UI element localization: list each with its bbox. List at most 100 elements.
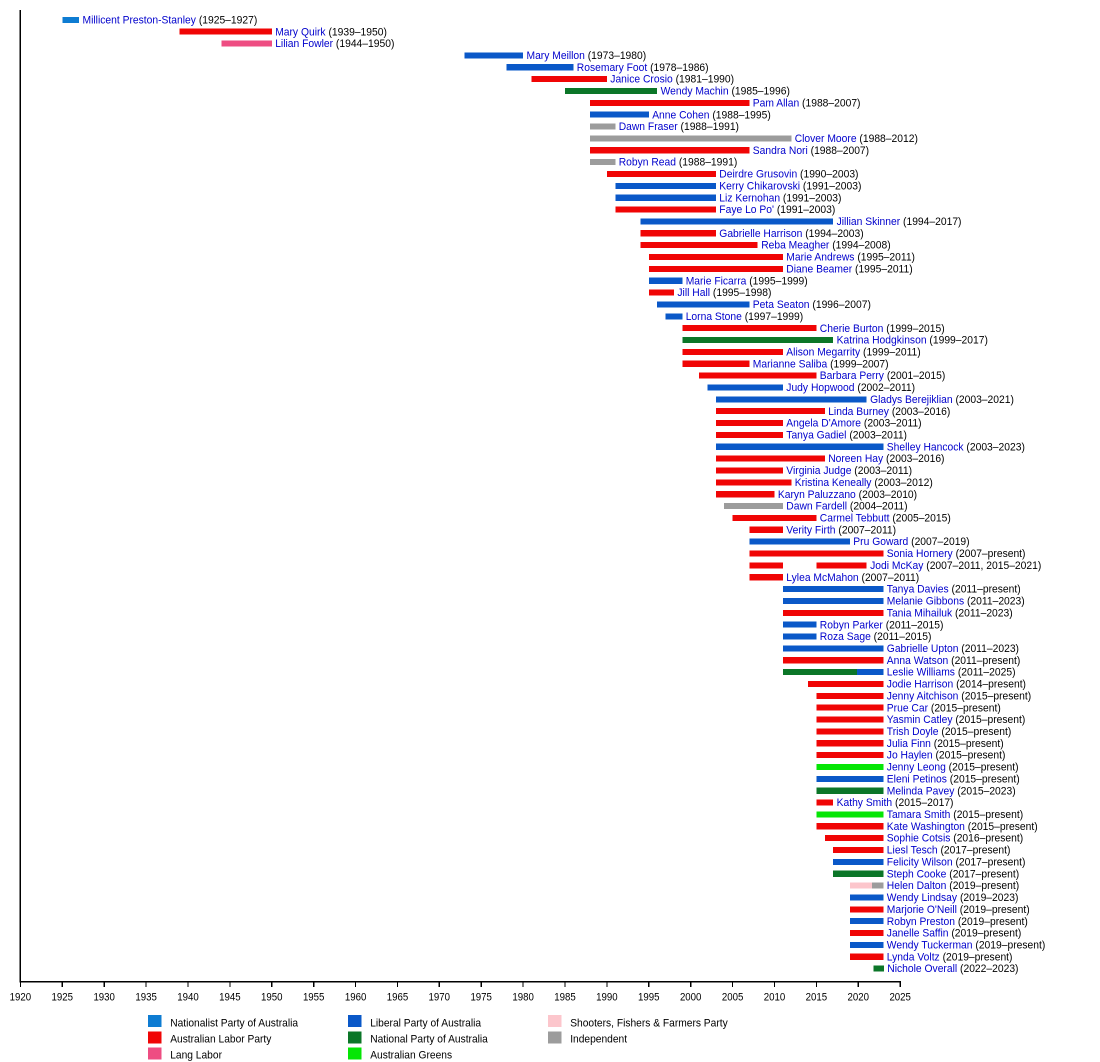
svg-text:Lilian Fowler (1944–1950): Lilian Fowler (1944–1950) [275, 38, 394, 50]
svg-text:2000: 2000 [680, 992, 702, 1004]
svg-text:Carmel Tebbutt (2005–2015): Carmel Tebbutt (2005–2015) [820, 513, 951, 525]
svg-text:Karyn Paluzzano (2003–2010): Karyn Paluzzano (2003–2010) [778, 489, 917, 501]
svg-text:Tamara Smith (2015–present): Tamara Smith (2015–present) [887, 809, 1023, 821]
svg-text:Millicent Preston-Stanley (192: Millicent Preston-Stanley (1925–1927) [83, 14, 258, 26]
svg-text:Jill Hall (1995–1998): Jill Hall (1995–1998) [677, 287, 771, 299]
svg-text:Angela D'Amore (2003–2011): Angela D'Amore (2003–2011) [786, 418, 921, 430]
svg-text:Pru Goward (2007–2019): Pru Goward (2007–2019) [853, 536, 969, 548]
svg-text:Kristina Keneally (2003–2012): Kristina Keneally (2003–2012) [795, 477, 933, 489]
svg-text:Wendy Lindsay (2019–2023): Wendy Lindsay (2019–2023) [887, 892, 1019, 904]
svg-text:Reba Meagher (1994–2008): Reba Meagher (1994–2008) [761, 240, 891, 252]
svg-text:Roza Sage (2011–2015): Roza Sage (2011–2015) [820, 631, 932, 643]
svg-text:Peta Seaton (1996–2007): Peta Seaton (1996–2007) [753, 299, 871, 311]
svg-text:Noreen Hay (2003–2016): Noreen Hay (2003–2016) [828, 453, 944, 465]
svg-text:1960: 1960 [345, 992, 367, 1004]
svg-text:Mary Quirk (1939–1950): Mary Quirk (1939–1950) [275, 26, 387, 38]
svg-text:1990: 1990 [596, 992, 618, 1004]
svg-text:1975: 1975 [470, 992, 492, 1004]
svg-text:2010: 2010 [764, 992, 786, 1004]
svg-text:Janice Crosio (1981–1990): Janice Crosio (1981–1990) [610, 74, 734, 86]
svg-text:Leslie Williams (2011–2025): Leslie Williams (2011–2025) [887, 667, 1016, 679]
svg-text:Eleni Petinos (2015–present): Eleni Petinos (2015–present) [887, 773, 1020, 785]
svg-text:Prue Car (2015–present): Prue Car (2015–present) [887, 702, 1001, 714]
svg-text:Anne Cohen (1988–1995): Anne Cohen (1988–1995) [652, 109, 771, 121]
svg-text:Janelle Saffin (2019–present): Janelle Saffin (2019–present) [887, 928, 1022, 940]
svg-text:Rosemary Foot (1978–1986): Rosemary Foot (1978–1986) [577, 62, 709, 74]
svg-text:Helen Dalton (2019–present): Helen Dalton (2019–present) [887, 880, 1019, 892]
svg-text:1965: 1965 [387, 992, 409, 1004]
svg-text:Virginia Judge (2003–2011): Virginia Judge (2003–2011) [786, 465, 912, 477]
svg-text:Judy Hopwood (2002–2011): Judy Hopwood (2002–2011) [786, 382, 915, 394]
svg-text:Clover Moore (1988–2012): Clover Moore (1988–2012) [795, 133, 918, 145]
svg-text:2020: 2020 [848, 992, 870, 1004]
svg-text:1970: 1970 [429, 992, 451, 1004]
svg-text:Pam Allan (1988–2007): Pam Allan (1988–2007) [753, 97, 861, 109]
svg-text:1945: 1945 [219, 992, 241, 1004]
svg-text:1950: 1950 [261, 992, 283, 1004]
svg-text:1925: 1925 [52, 992, 74, 1004]
svg-text:Gladys Berejiklian (2003–2021): Gladys Berejiklian (2003–2021) [870, 394, 1014, 406]
svg-text:Lynda Voltz (2019–present): Lynda Voltz (2019–present) [887, 951, 1013, 963]
svg-text:Tania Mihailuk (2011–2023): Tania Mihailuk (2011–2023) [887, 607, 1013, 619]
svg-text:Jenny Aitchison (2015–present): Jenny Aitchison (2015–present) [887, 690, 1031, 702]
svg-text:National Party of Australia: National Party of Australia [370, 1034, 489, 1046]
svg-text:1940: 1940 [177, 992, 199, 1004]
svg-text:Australian Labor Party: Australian Labor Party [170, 1034, 272, 1046]
svg-text:Verity Firth (2007–2011): Verity Firth (2007–2011) [786, 524, 896, 536]
svg-text:Gabrielle Upton (2011–2023): Gabrielle Upton (2011–2023) [887, 643, 1019, 655]
svg-text:Lang Labor: Lang Labor [170, 1050, 222, 1062]
svg-text:Sonia Hornery (2007–present): Sonia Hornery (2007–present) [887, 548, 1026, 560]
svg-text:Shelley Hancock (2003–2023): Shelley Hancock (2003–2023) [887, 441, 1025, 453]
svg-text:Diane Beamer (1995–2011): Diane Beamer (1995–2011) [786, 264, 912, 276]
svg-text:1995: 1995 [638, 992, 660, 1004]
svg-text:Felicity Wilson (2017–present): Felicity Wilson (2017–present) [887, 857, 1026, 869]
svg-text:2015: 2015 [806, 992, 828, 1004]
svg-text:Gabrielle Harrison (1994–2003): Gabrielle Harrison (1994–2003) [719, 228, 863, 240]
svg-text:Melinda Pavey (2015–2023): Melinda Pavey (2015–2023) [887, 785, 1016, 797]
svg-text:1955: 1955 [303, 992, 325, 1004]
svg-text:Steph Cooke (2017–present): Steph Cooke (2017–present) [887, 868, 1019, 880]
svg-text:Marjorie O'Neill (2019–present: Marjorie O'Neill (2019–present) [887, 904, 1030, 916]
svg-text:Jillian Skinner (1994–2017): Jillian Skinner (1994–2017) [837, 216, 962, 228]
svg-text:Melanie Gibbons (2011–2023): Melanie Gibbons (2011–2023) [887, 596, 1025, 608]
svg-text:Liz Kernohan (1991–2003): Liz Kernohan (1991–2003) [719, 192, 841, 204]
svg-text:1935: 1935 [135, 992, 157, 1004]
svg-text:Lorna Stone (1997–1999): Lorna Stone (1997–1999) [686, 311, 804, 323]
svg-text:Faye Lo Po' (1991–2003): Faye Lo Po' (1991–2003) [719, 204, 835, 216]
svg-text:Robyn Read (1988–1991): Robyn Read (1988–1991) [619, 157, 738, 169]
svg-text:Marianne Saliba (1999–2007): Marianne Saliba (1999–2007) [753, 358, 889, 370]
svg-text:Jodi McKay (2007–2011, 2015–20: Jodi McKay (2007–2011, 2015–2021) [870, 560, 1041, 572]
svg-text:Wendy Machin (1985–1996): Wendy Machin (1985–1996) [661, 86, 790, 98]
svg-text:Marie Andrews (1995–2011): Marie Andrews (1995–2011) [786, 252, 915, 264]
svg-text:Nichole Overall (2022–2023): Nichole Overall (2022–2023) [887, 963, 1018, 975]
svg-text:Jo Haylen (2015–present): Jo Haylen (2015–present) [887, 750, 1006, 762]
svg-text:Anna Watson (2011–present): Anna Watson (2011–present) [887, 655, 1020, 667]
svg-text:Independent: Independent [570, 1034, 627, 1046]
svg-text:Tanya Davies (2011–present): Tanya Davies (2011–present) [887, 584, 1021, 596]
svg-text:Dawn Fardell (2004–2011): Dawn Fardell (2004–2011) [786, 501, 907, 513]
svg-text:Yasmin Catley (2015–present): Yasmin Catley (2015–present) [887, 714, 1026, 726]
svg-text:Wendy Tuckerman (2019–present): Wendy Tuckerman (2019–present) [887, 940, 1046, 952]
svg-text:1985: 1985 [554, 992, 576, 1004]
svg-text:Katrina Hodgkinson (1999–2017): Katrina Hodgkinson (1999–2017) [837, 335, 988, 347]
svg-text:Liesl Tesch (2017–present): Liesl Tesch (2017–present) [887, 845, 1011, 857]
svg-text:Robyn Parker (2011–2015): Robyn Parker (2011–2015) [820, 619, 944, 631]
svg-text:Barbara Perry (2001–2015): Barbara Perry (2001–2015) [820, 370, 946, 382]
svg-text:2005: 2005 [722, 992, 744, 1004]
svg-text:Sandra Nori (1988–2007): Sandra Nori (1988–2007) [753, 145, 869, 157]
svg-text:Tanya Gadiel (2003–2011): Tanya Gadiel (2003–2011) [786, 430, 907, 442]
svg-text:Kerry Chikarovski (1991–2003): Kerry Chikarovski (1991–2003) [719, 180, 861, 192]
svg-text:Julia Finn (2015–present): Julia Finn (2015–present) [887, 738, 1004, 750]
svg-text:Kathy Smith (2015–2017): Kathy Smith (2015–2017) [837, 797, 954, 809]
svg-text:Nationalist Party of Australia: Nationalist Party of Australia [170, 1017, 299, 1029]
svg-text:1980: 1980 [512, 992, 534, 1004]
svg-text:Jodie Harrison (2014–present): Jodie Harrison (2014–present) [887, 679, 1026, 691]
svg-text:2025: 2025 [889, 992, 911, 1004]
svg-text:Sophie Cotsis (2016–present): Sophie Cotsis (2016–present) [887, 833, 1023, 845]
svg-text:Deirdre Grusovin (1990–2003): Deirdre Grusovin (1990–2003) [719, 169, 858, 181]
svg-text:1930: 1930 [93, 992, 115, 1004]
svg-text:1920: 1920 [10, 992, 32, 1004]
svg-text:Mary Meillon (1973–1980): Mary Meillon (1973–1980) [527, 50, 647, 62]
svg-text:Shooters, Fishers & Farmers Pa: Shooters, Fishers & Farmers Party [570, 1017, 728, 1029]
svg-text:Jenny Leong (2015–present): Jenny Leong (2015–present) [887, 762, 1019, 774]
